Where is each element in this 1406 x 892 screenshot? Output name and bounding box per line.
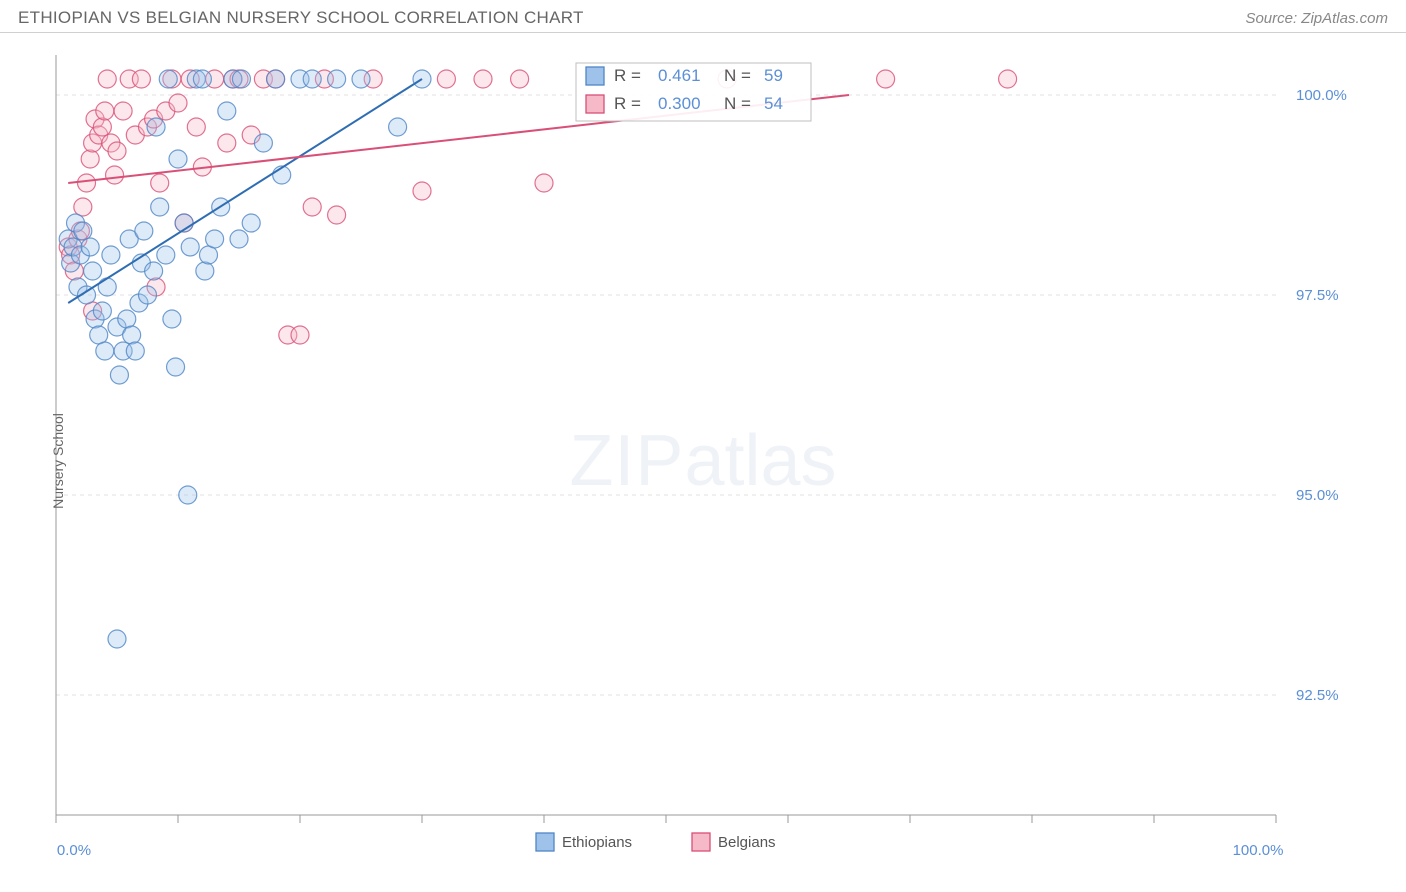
- y-axis-label: Nursery School: [50, 413, 66, 509]
- svg-text:100.0%: 100.0%: [1233, 842, 1284, 859]
- svg-text:0.0%: 0.0%: [57, 842, 91, 859]
- svg-text:92.5%: 92.5%: [1296, 687, 1339, 704]
- svg-text:R =: R =: [614, 94, 641, 113]
- chart-header: ETHIOPIAN VS BELGIAN NURSERY SCHOOL CORR…: [0, 0, 1406, 33]
- svg-text:0.461: 0.461: [658, 66, 701, 85]
- chart-title: ETHIOPIAN VS BELGIAN NURSERY SCHOOL CORR…: [18, 8, 584, 28]
- svg-text:59: 59: [764, 66, 783, 85]
- svg-text:N =: N =: [724, 94, 751, 113]
- svg-text:0.300: 0.300: [658, 94, 701, 113]
- svg-text:Belgians: Belgians: [718, 834, 776, 851]
- chart-source: Source: ZipAtlas.com: [1245, 10, 1388, 27]
- svg-text:N =: N =: [724, 66, 751, 85]
- svg-text:97.5%: 97.5%: [1296, 287, 1339, 304]
- svg-text:R =: R =: [614, 66, 641, 85]
- svg-text:54: 54: [764, 94, 783, 113]
- scatter-chart: 92.5% 95.0% 97.5% 100.0% 0.0% 100.0% R = 0.461 N…: [16, 45, 1366, 865]
- svg-text:95.0%: 95.0%: [1296, 487, 1339, 504]
- chart-area: Nursery School ZIPatlas 92.5%95.0%97.5%1…: [16, 45, 1390, 876]
- svg-text:100.0%: 100.0%: [1296, 87, 1347, 104]
- svg-text:Ethiopians: Ethiopians: [562, 834, 632, 851]
